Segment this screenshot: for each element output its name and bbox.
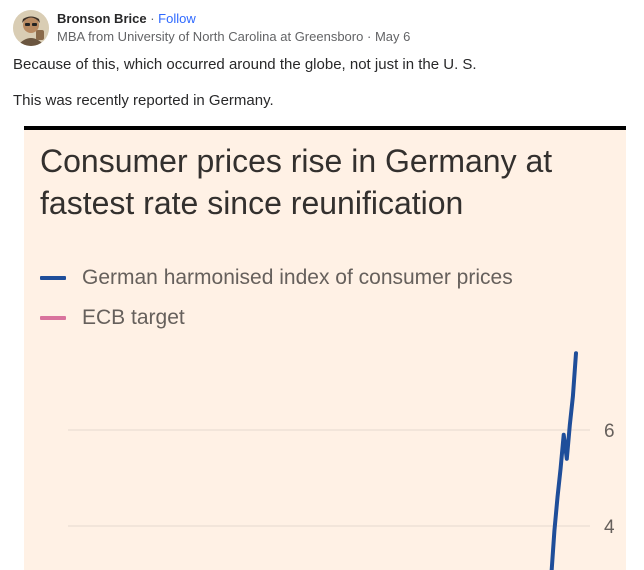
- author-line: Bronson Brice · Follow: [57, 10, 410, 28]
- series-line: [549, 351, 578, 570]
- credential-line: MBA from University of North Carolina at…: [57, 28, 410, 46]
- legend-swatch: [40, 276, 66, 280]
- chart-title-line: Consumer prices rise in Germany at: [40, 143, 553, 179]
- author-name[interactable]: Bronson Brice: [57, 11, 147, 26]
- chart-title: Consumer prices rise in Germany at faste…: [40, 140, 552, 224]
- avatar-image: [13, 10, 49, 46]
- y-tick-label: 6: [604, 421, 615, 442]
- author-meta: Bronson Brice · Follow MBA from Universi…: [57, 10, 410, 46]
- post-paragraph: This was recently reported in Germany.: [13, 92, 274, 109]
- post-paragraph: Because of this, which occurred around t…: [13, 56, 477, 73]
- legend-item-ecb-target: ECB target: [40, 306, 185, 330]
- chart-plot: 64: [68, 351, 615, 570]
- author-credential[interactable]: MBA from University of North Carolina at…: [57, 29, 364, 44]
- legend-label: German harmonised index of consumer pric…: [82, 266, 513, 289]
- avatar[interactable]: [13, 10, 49, 46]
- chart-title-line: fastest rate since reunification: [40, 185, 464, 221]
- legend-item-hicp: German harmonised index of consumer pric…: [40, 266, 513, 290]
- follow-button[interactable]: Follow: [158, 11, 196, 26]
- post-header: Bronson Brice · Follow MBA from Universi…: [13, 10, 410, 46]
- legend-swatch: [40, 316, 66, 320]
- separator: ·: [366, 29, 372, 44]
- y-tick-label: 4: [604, 517, 615, 538]
- separator: ·: [150, 11, 155, 26]
- legend-label: ECB target: [82, 306, 185, 329]
- post-date[interactable]: May 6: [374, 29, 411, 44]
